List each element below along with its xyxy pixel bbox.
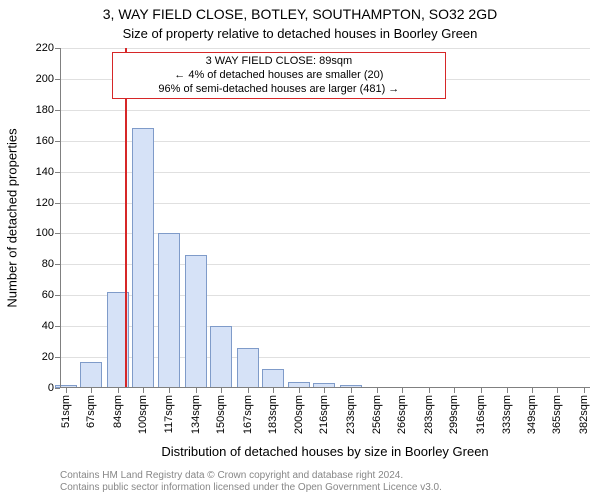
x-tick-label: 67sqm	[91, 362, 103, 395]
x-tick-label: 365sqm	[557, 356, 569, 395]
y-tick-label: 160	[36, 135, 60, 147]
x-tick-label: 200sqm	[299, 356, 311, 395]
x-tick-label: 134sqm	[196, 356, 208, 395]
annotation-line: 3 WAY FIELD CLOSE: 89sqm	[117, 55, 442, 69]
y-tick-label: 40	[42, 320, 60, 332]
x-tick-label: 283sqm	[429, 356, 441, 395]
x-tick-label: 84sqm	[118, 362, 130, 395]
x-tick-label: 51sqm	[66, 362, 78, 395]
x-tick-label: 333sqm	[507, 356, 519, 395]
annotation-box: 3 WAY FIELD CLOSE: 89sqm ← 4% of detache…	[112, 52, 447, 99]
y-axis-line	[60, 48, 61, 388]
y-tick-label: 220	[36, 42, 60, 54]
y-tick-label: 20	[42, 351, 60, 363]
gridline	[60, 48, 590, 49]
x-tick-label: 183sqm	[273, 356, 285, 395]
x-tick-label: 382sqm	[584, 356, 596, 395]
x-tick-label: 256sqm	[377, 356, 389, 395]
plot-area: 3 WAY FIELD CLOSE: 89sqm ← 4% of detache…	[60, 48, 590, 388]
y-tick-label: 120	[36, 197, 60, 209]
footer-attribution: Contains HM Land Registry data © Crown c…	[60, 470, 442, 494]
y-tick-label: 80	[42, 258, 60, 270]
footer-line: Contains HM Land Registry data © Crown c…	[60, 470, 442, 482]
x-tick-label: 167sqm	[248, 356, 260, 395]
chart-title-line1: 3, WAY FIELD CLOSE, BOTLEY, SOUTHAMPTON,…	[0, 6, 600, 22]
x-tick-label: 216sqm	[324, 356, 336, 395]
y-tick-label: 100	[36, 227, 60, 239]
y-tick-label: 200	[36, 73, 60, 85]
chart-container: 3, WAY FIELD CLOSE, BOTLEY, SOUTHAMPTON,…	[0, 0, 600, 500]
annotation-line: 96% of semi-detached houses are larger (…	[117, 83, 442, 97]
y-tick-label: 0	[48, 382, 60, 394]
chart-title-line2: Size of property relative to detached ho…	[0, 26, 600, 41]
x-tick-label: 117sqm	[169, 357, 181, 395]
gridline	[60, 110, 590, 111]
footer-line: Contains public sector information licen…	[60, 482, 442, 494]
x-tick-label: 233sqm	[351, 356, 363, 395]
histogram-bar	[132, 128, 154, 388]
x-tick-label: 150sqm	[221, 356, 233, 395]
y-axis-label: Number of detached properties	[5, 128, 20, 307]
x-axis-label: Distribution of detached houses by size …	[60, 444, 590, 459]
y-tick-label: 60	[42, 289, 60, 301]
annotation-line: ← 4% of detached houses are smaller (20)	[117, 69, 442, 83]
y-tick-label: 140	[36, 166, 60, 178]
x-tick-label: 100sqm	[143, 356, 155, 395]
x-tick-label: 349sqm	[532, 356, 544, 395]
x-tick-label: 299sqm	[454, 356, 466, 395]
x-tick-label: 266sqm	[402, 356, 414, 395]
x-tick-label: 316sqm	[481, 356, 493, 395]
y-tick-label: 180	[36, 104, 60, 116]
